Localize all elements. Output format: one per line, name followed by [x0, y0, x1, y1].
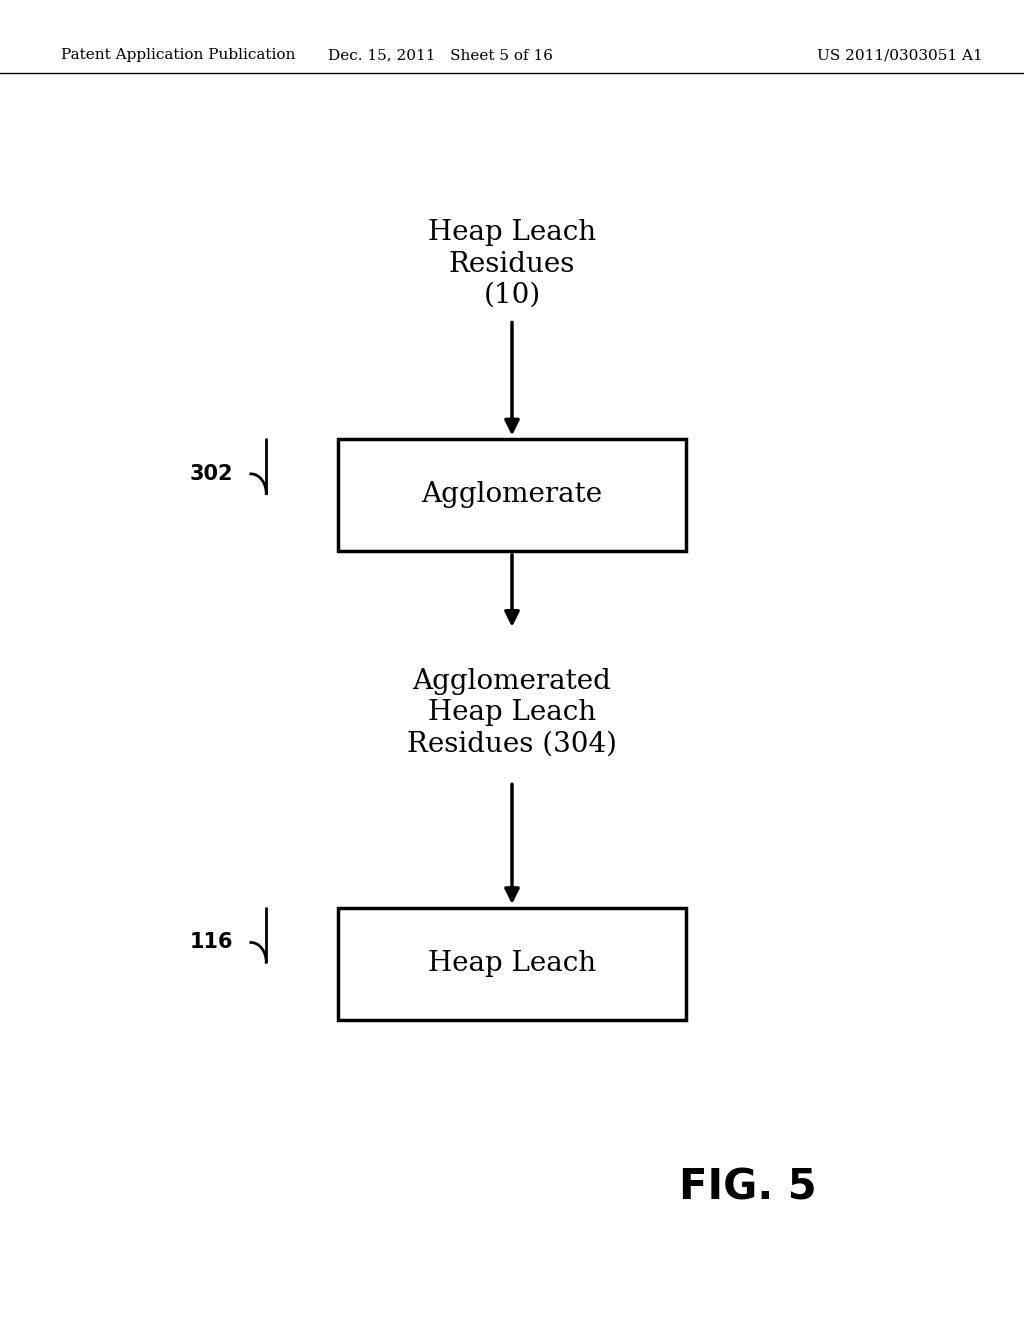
Text: 116: 116 — [189, 932, 232, 953]
Text: Agglomerated
Heap Leach
Residues (304): Agglomerated Heap Leach Residues (304) — [407, 668, 617, 758]
Text: Heap Leach: Heap Leach — [428, 950, 596, 977]
Text: 302: 302 — [189, 463, 232, 484]
Text: US 2011/0303051 A1: US 2011/0303051 A1 — [817, 49, 983, 62]
Text: Patent Application Publication: Patent Application Publication — [61, 49, 296, 62]
Text: Agglomerate: Agglomerate — [422, 482, 602, 508]
Bar — [338, 438, 686, 552]
Bar — [338, 908, 686, 1019]
Text: Heap Leach
Residues
(10): Heap Leach Residues (10) — [428, 219, 596, 309]
Text: Dec. 15, 2011   Sheet 5 of 16: Dec. 15, 2011 Sheet 5 of 16 — [328, 49, 553, 62]
Text: FIG. 5: FIG. 5 — [679, 1167, 816, 1209]
